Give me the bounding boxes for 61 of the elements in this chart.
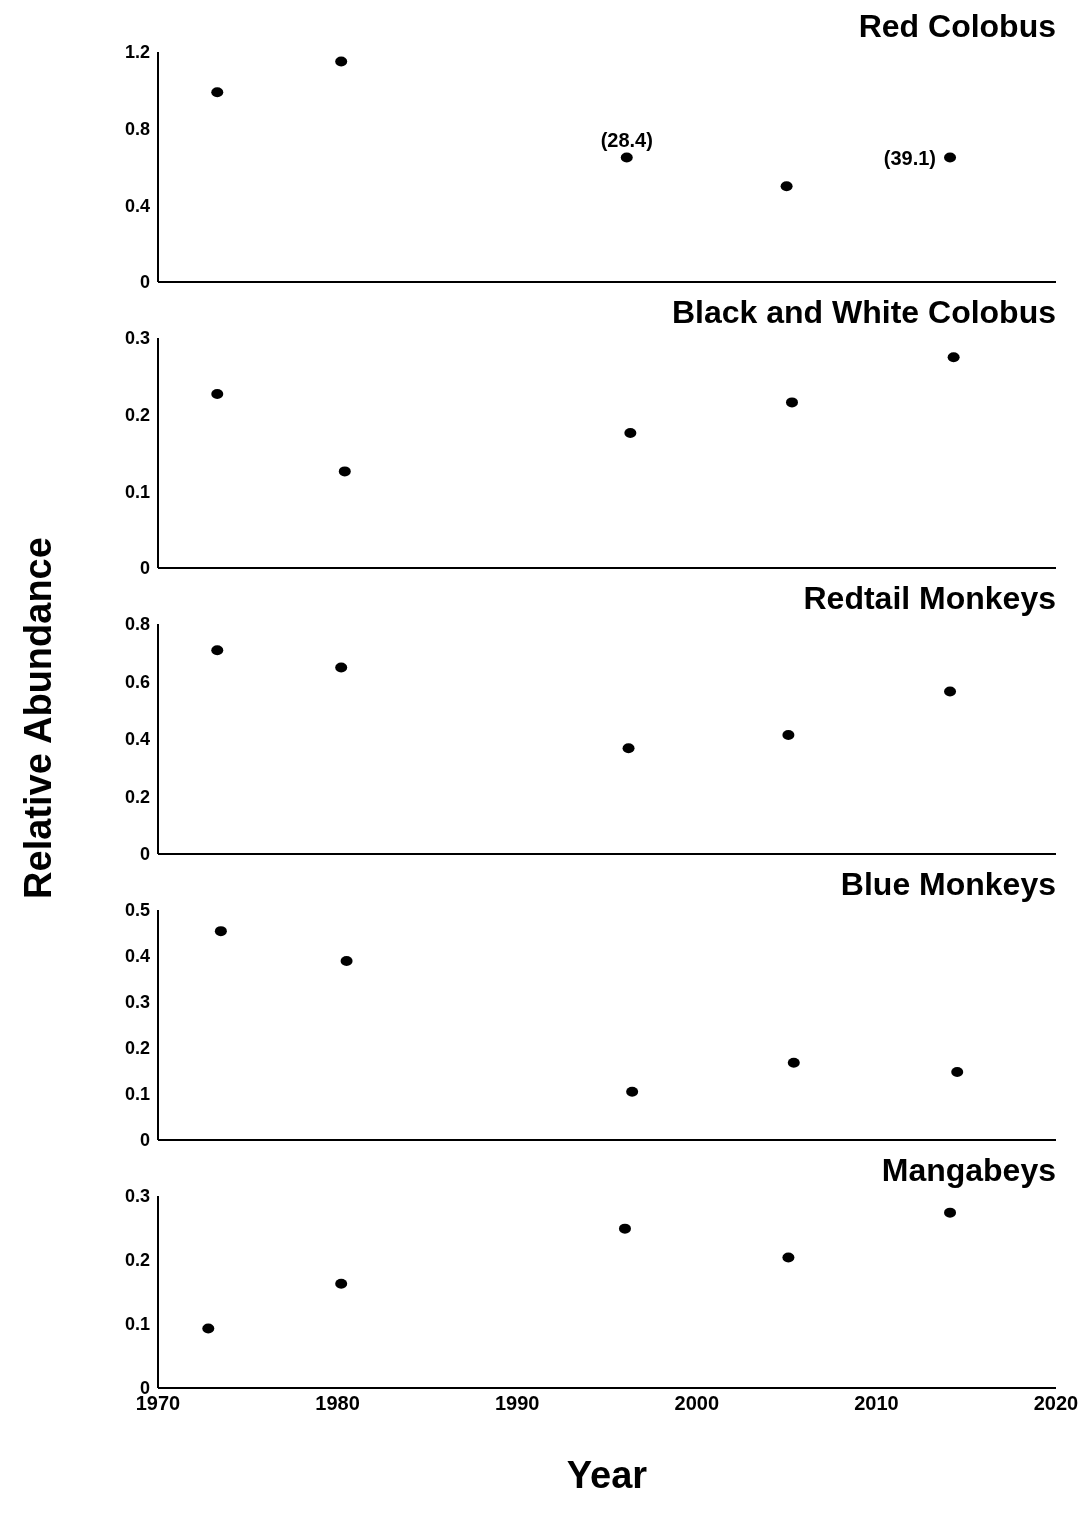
- point: [944, 686, 957, 697]
- y-tick-label: 0.3: [124, 992, 150, 1013]
- chart-title: Blue Monkeys: [839, 866, 1057, 902]
- point: [618, 1223, 631, 1234]
- y-tick-label: 0.2: [124, 1038, 150, 1059]
- y-tick-label: 0.2: [124, 786, 150, 807]
- chart-title: Black and White Colobus: [670, 294, 1057, 330]
- chart-title: Red Colobus: [857, 8, 1057, 44]
- point: [214, 926, 227, 937]
- x-tick-label: 2010: [854, 1392, 899, 1415]
- point: [335, 56, 348, 67]
- x-tick-label: 2000: [674, 1392, 720, 1415]
- point: [780, 181, 793, 192]
- y-tick-label: 1.2: [124, 42, 150, 63]
- point: [947, 352, 960, 363]
- x-tick-label: 1990: [494, 1392, 540, 1415]
- y-tick-label: 0.5: [124, 900, 150, 921]
- point: [944, 1207, 957, 1218]
- point: [202, 1323, 215, 1334]
- point: [211, 388, 224, 399]
- y-tick-label: 0: [139, 1130, 150, 1151]
- point: [624, 428, 637, 439]
- y-tick-label: 0: [139, 272, 150, 293]
- annotation: (28.4): [600, 129, 653, 152]
- y-tick-label: 0.1: [124, 481, 150, 502]
- point: [211, 645, 224, 656]
- y-tick-label: 0.3: [124, 1186, 150, 1207]
- x-axis-title: Year: [566, 1454, 648, 1496]
- y-tick-label: 0.4: [124, 946, 150, 967]
- point: [335, 1278, 348, 1289]
- y-tick-label: 0: [139, 558, 150, 579]
- point: [782, 1252, 795, 1263]
- y-tick-label: 0.4: [124, 195, 150, 216]
- point: [338, 466, 351, 477]
- y-tick-label: 0.8: [124, 119, 150, 140]
- y-tick-label: 0.8: [124, 614, 150, 635]
- point: [787, 1057, 800, 1068]
- y-tick-label: 0.4: [124, 729, 150, 750]
- point: [951, 1066, 964, 1077]
- annotation: (39.1): [883, 146, 937, 169]
- y-tick-label: 0.2: [124, 1250, 150, 1271]
- y-tick-label: 0.2: [124, 405, 150, 426]
- y-axis-title: Relative Abundance: [16, 537, 60, 899]
- chart-title: Mangabeys: [880, 1152, 1057, 1188]
- point: [944, 152, 957, 163]
- point: [622, 743, 635, 754]
- y-tick-label: 0: [139, 844, 150, 865]
- y-tick-label: 0.1: [124, 1314, 150, 1335]
- y-tick-label: 0.1: [124, 1084, 150, 1105]
- point: [782, 729, 795, 740]
- y-tick-label: 0.3: [124, 328, 150, 349]
- chart-title: Redtail Monkeys: [802, 580, 1057, 616]
- point: [620, 152, 633, 163]
- x-tick-label: 2020: [1033, 1392, 1079, 1415]
- point: [626, 1086, 639, 1097]
- point: [335, 662, 348, 673]
- point: [211, 87, 224, 98]
- x-tick-label: 1980: [315, 1392, 360, 1415]
- point: [340, 956, 353, 967]
- point: [785, 397, 798, 408]
- y-tick-label: 0.6: [124, 671, 150, 692]
